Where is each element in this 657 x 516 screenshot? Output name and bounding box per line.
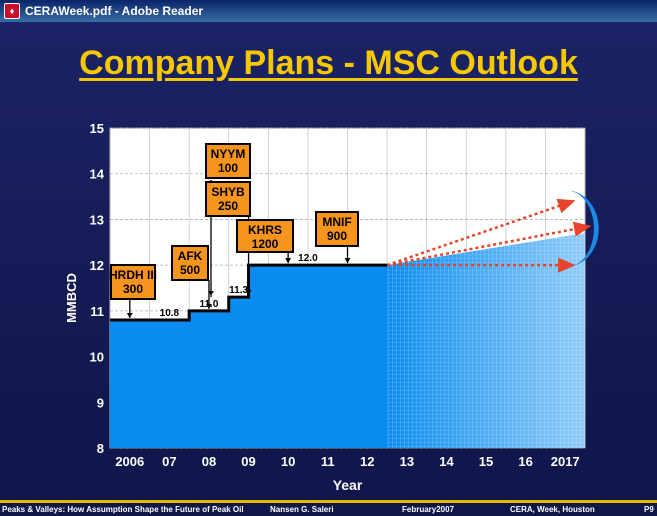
project-capacity: 250 — [218, 199, 238, 213]
y-tick-label: 10 — [90, 350, 104, 365]
step-value-label: 10.8 — [160, 308, 180, 319]
project-capacity: 900 — [327, 229, 347, 243]
x-tick-label: 12 — [360, 454, 374, 469]
project-arrow-head — [245, 290, 252, 296]
step-value-label: 12.0 — [298, 253, 318, 264]
project-box-rect — [236, 219, 294, 253]
project-arrow-head — [285, 258, 292, 264]
step-value-label: 11.3 — [229, 285, 248, 296]
x-axis-title: Year — [333, 477, 363, 493]
slide-title: Company Plans - MSC Outlook — [79, 44, 578, 82]
project-arrow-head — [344, 258, 351, 264]
y-axis-title: MMBCD — [64, 273, 79, 323]
y-tick-label: 13 — [90, 212, 104, 227]
window-titlebar[interactable]: ♦ CERAWeek.pdf - Adobe Reader — [0, 0, 657, 22]
project-box-rect — [205, 181, 251, 217]
project-name: KHRS — [248, 223, 282, 237]
project-name: MNIF — [322, 215, 351, 229]
outlook-arrow — [386, 221, 592, 267]
project-name: AFK — [178, 249, 203, 263]
y-tick-label: 15 — [90, 121, 104, 136]
footer-author: Nansen G. Saleri — [270, 505, 334, 514]
outlook-crescent — [567, 190, 599, 267]
project-box-rect — [205, 143, 251, 179]
x-tick-label: 2006 — [115, 454, 144, 469]
x-tick-label: 10 — [281, 454, 295, 469]
historic-area — [110, 265, 388, 448]
footer-presentation-title: Peaks & Valleys: How Assumption Shape th… — [2, 505, 244, 514]
outlook-arrow — [386, 198, 576, 267]
project-box-rect — [110, 264, 156, 300]
project-box-rect — [171, 245, 209, 281]
project-arrow-head — [205, 303, 212, 309]
y-tick-label: 11 — [90, 304, 104, 319]
y-tick-label: 8 — [97, 441, 104, 456]
project-arrow-head — [208, 291, 214, 296]
x-tick-label: 2017 — [551, 454, 580, 469]
project-box-rect — [315, 211, 359, 247]
project-capacity: 300 — [123, 282, 143, 296]
forecast-fade-overlay — [387, 233, 585, 448]
project-name: HRDH III — [109, 268, 157, 282]
slide: Company Plans - MSC Outlook 10.811.011.3… — [0, 22, 657, 516]
y-tick-label: 14 — [90, 167, 105, 182]
project-arrow-head — [126, 313, 133, 318]
footer-divider — [0, 500, 657, 503]
x-tick-label: 14 — [439, 454, 454, 469]
x-tick-label: 07 — [162, 454, 176, 469]
project-name: SHYB — [211, 185, 245, 199]
footer-page-number: P9 — [644, 505, 654, 514]
y-tick-label: 12 — [90, 258, 104, 273]
x-tick-label: 08 — [202, 454, 216, 469]
adobe-reader-icon: ♦ — [4, 3, 20, 19]
y-tick-label: 9 — [97, 395, 104, 410]
x-tick-label: 16 — [518, 454, 532, 469]
footer-event: CERA, Week, Houston — [510, 505, 595, 514]
project-capacity: 100 — [218, 161, 238, 175]
project-capacity: 500 — [180, 263, 200, 277]
x-tick-label: 15 — [479, 454, 493, 469]
footer-date: February2007 — [402, 505, 455, 514]
x-tick-label: 09 — [241, 454, 255, 469]
project-name: NYYM — [211, 147, 246, 161]
x-tick-label: 11 — [321, 454, 335, 469]
x-tick-label: 13 — [400, 454, 414, 469]
project-capacity: 1200 — [252, 237, 279, 251]
window-title: CERAWeek.pdf - Adobe Reader — [25, 4, 204, 18]
